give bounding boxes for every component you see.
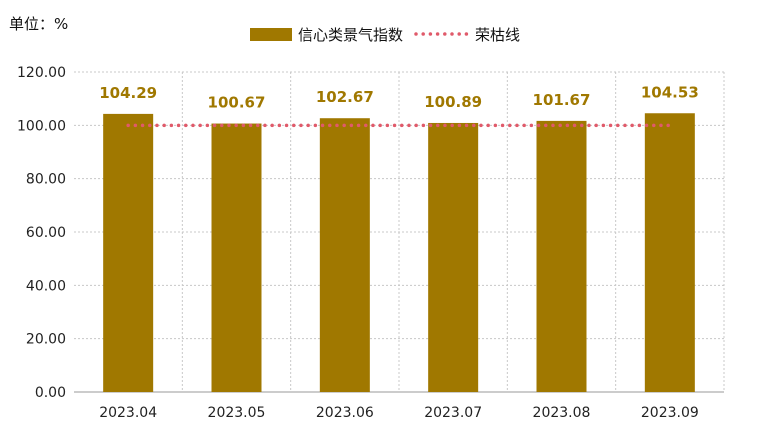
grid-layer [74, 71, 725, 393]
x-tick-label: 2023.07 [424, 405, 482, 421]
bars-layer [103, 113, 695, 393]
y-tick-label: 80.00 [26, 172, 66, 188]
bar [103, 113, 154, 392]
y-tick-label: 100.00 [17, 118, 66, 134]
x-tick-label: 2023.05 [208, 405, 266, 421]
y-tick-label: 0.00 [35, 385, 66, 401]
y-tick-label: 40.00 [26, 278, 66, 294]
data-label: 100.67 [208, 94, 266, 112]
data-label: 104.53 [641, 83, 699, 101]
legend-label-threshold: 荣枯线 [475, 25, 521, 44]
data-label: 102.67 [316, 88, 374, 106]
x-tick-label: 2023.06 [316, 405, 374, 421]
x-tick-label: 2023.08 [533, 405, 591, 421]
x-tick-label: 2023.09 [641, 405, 699, 421]
unit-label: 单位：% [9, 15, 69, 33]
bar [211, 123, 262, 393]
labels-layer: 0.00 20.00 40.00 60.00 80.00 100.00 120.00 104.… [17, 65, 699, 421]
bar [319, 118, 370, 393]
x-tick-label: 2023.04 [99, 405, 157, 421]
data-label: 101.67 [533, 91, 591, 109]
legend-swatch-dots [414, 32, 469, 36]
legend-item-threshold: 荣枯线 [413, 24, 520, 45]
bar [536, 120, 587, 392]
legend-swatch-bar [250, 27, 292, 41]
bar [644, 113, 695, 393]
legend: 信心类景气指数 荣枯线 [250, 24, 530, 44]
data-label: 104.29 [99, 84, 157, 102]
y-tick-label: 20.00 [26, 332, 66, 348]
legend-label-index: 信心类景气指数 [298, 25, 404, 44]
legend-item-index: 信心类景气指数 [250, 24, 403, 45]
data-label: 100.89 [424, 93, 482, 111]
y-tick-label: 120.00 [17, 65, 66, 81]
bar [428, 122, 479, 393]
y-tick-label: 60.00 [26, 225, 66, 241]
